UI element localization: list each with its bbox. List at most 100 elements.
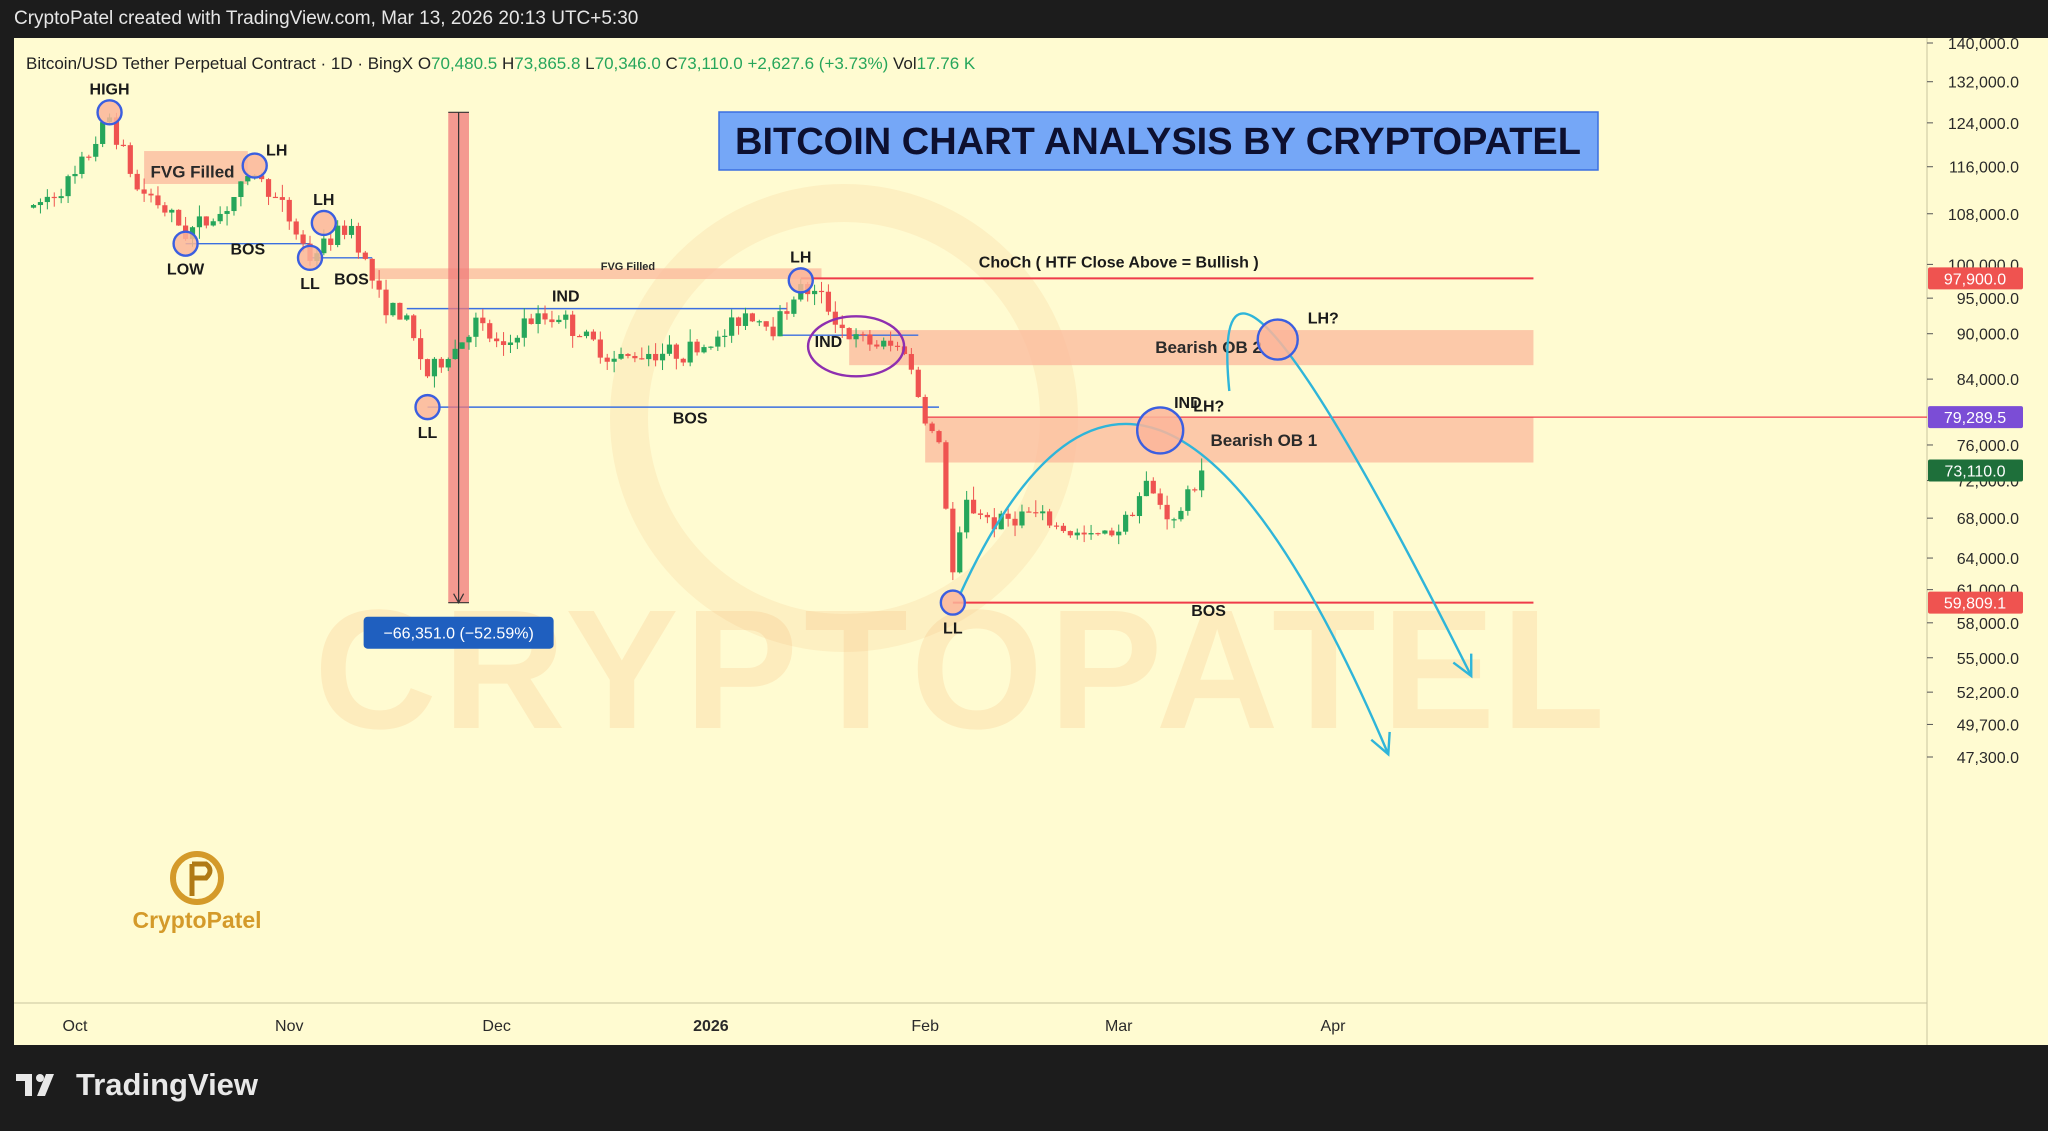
zones-layer: FVG Filled FVG Filled Bearish OB 2 Bearish … <box>144 151 1534 463</box>
candle-body <box>93 143 99 157</box>
level-lines-layer <box>185 242 1927 604</box>
y-tick-label-12: 68,000.0 <box>1957 511 2019 528</box>
candle-body <box>777 311 783 337</box>
candle-body <box>1060 525 1067 532</box>
candle-body <box>535 313 541 325</box>
marker-label-2: LH <box>266 143 287 160</box>
tradingview-logo[interactable]: TradingView <box>16 1067 258 1103</box>
logo-glyph <box>189 861 213 896</box>
candle-body <box>874 344 880 347</box>
candle-body <box>500 341 507 345</box>
chart-frame[interactable]: CRYPTOPATEL FVG Filled FVG Filled Bearish … <box>14 36 2048 1045</box>
chart-title: BITCOIN CHART ANALYSIS BY CRYPTOPATEL <box>735 121 1581 163</box>
y-tick-label-8: 90,000.0 <box>1957 327 2019 344</box>
candle-body <box>1047 511 1053 526</box>
y-tick-label-4: 116,000.0 <box>1949 160 2019 177</box>
measure-label-box <box>363 616 554 649</box>
candle-body <box>528 318 534 325</box>
candle-body <box>521 318 527 338</box>
candle-body <box>583 331 590 337</box>
candle-body <box>404 315 410 320</box>
text-annotation-8: BOS <box>1191 603 1226 620</box>
candle-body <box>376 280 382 290</box>
plot-background <box>14 38 1927 1045</box>
candle-body <box>328 238 334 246</box>
x-tick-label-1: Oct <box>63 1018 88 1035</box>
x-tick-label-4: 2026 <box>693 1018 729 1035</box>
candle-body <box>224 211 230 214</box>
candle-body <box>431 358 438 377</box>
candle-body <box>908 354 914 370</box>
candle-body <box>418 338 424 360</box>
marker-label-4: LOW <box>167 262 205 279</box>
candle-body <box>86 156 92 158</box>
price-tag-3 <box>1928 459 2023 482</box>
zone-2 <box>372 268 822 280</box>
candle-body <box>348 225 355 235</box>
title-box <box>718 111 1599 171</box>
measure-layer: −66,351.0 (−52.59%) <box>363 111 554 649</box>
candle-body <box>1123 514 1129 532</box>
candle-body <box>494 338 500 342</box>
zone-label-ob1: Bearish OB 1 <box>1210 431 1317 450</box>
legend-change: +2,627.6 (+3.73%) <box>747 54 893 73</box>
candle-body <box>701 347 707 353</box>
marker-label-1: HIGH <box>90 81 130 98</box>
legend-vol: 17.76 K <box>917 54 976 73</box>
marker-label-7: LH <box>790 249 811 266</box>
candle-body <box>659 353 666 361</box>
candle-body <box>203 216 209 226</box>
candle-body <box>811 290 818 295</box>
candle-body <box>715 336 721 347</box>
annotation-layer: HIGH LH LH LOW LL LL LH LL LH? LH? BOS BOS IND BOS IND… <box>90 81 1339 637</box>
candle-body <box>445 359 451 368</box>
zone-1 <box>144 151 248 184</box>
candle-body <box>708 346 714 348</box>
candle-body <box>950 508 956 573</box>
candle-body <box>1164 504 1170 520</box>
candle-body <box>169 209 175 213</box>
candle-body <box>860 334 866 336</box>
legend-high-label: H <box>502 54 514 73</box>
candle-body <box>1178 510 1184 520</box>
text-annotation-3: IND <box>552 289 580 306</box>
candle-body <box>155 195 161 206</box>
candle-body <box>383 289 389 316</box>
marker-high-1 <box>96 99 123 126</box>
candle-body <box>915 369 921 397</box>
candle-body <box>825 291 832 312</box>
candle-body <box>556 319 562 323</box>
candle-body <box>590 331 597 340</box>
projection-arrow-arc-to-ob1 <box>1370 731 1391 757</box>
candle-body <box>936 431 942 443</box>
candle-body <box>487 323 493 339</box>
zone-3 <box>849 330 1534 366</box>
candle-body <box>749 313 755 322</box>
projection-arrow-arc-to-ob2 <box>1452 653 1473 679</box>
marker-low-4 <box>172 230 199 257</box>
y-tick-label-9: 84,000.0 <box>1957 372 2019 389</box>
legend-layer: Bitcoin/USD Tether Perpetual Contract · … <box>26 54 976 73</box>
candle-body <box>1081 532 1087 535</box>
candle-body <box>238 181 244 198</box>
candle-body <box>1192 489 1198 491</box>
legend-low-label: L <box>585 54 594 73</box>
measure-arrow <box>453 593 465 604</box>
candle-body <box>411 315 417 339</box>
text-annotation-5: IND <box>815 334 843 351</box>
candle-body <box>1026 511 1032 513</box>
price-tag-4 <box>1928 591 2023 614</box>
candle-body <box>79 156 85 174</box>
y-tick-label-3: 124,000.0 <box>1948 116 2019 133</box>
legend-symbol: Bitcoin/USD Tether Perpetual Contract · … <box>26 54 418 73</box>
marker-label-10: LH? <box>1308 311 1339 328</box>
candle-body <box>818 290 825 293</box>
candle-body <box>1012 518 1018 526</box>
candle-body <box>141 189 147 194</box>
bottom-bar: TradingView <box>0 1045 2048 1131</box>
candle-body <box>597 339 603 358</box>
marker-lhq-10 <box>1256 318 1299 361</box>
price-tag-label-4: 59,809.1 <box>1944 596 2006 613</box>
tradingview-icon <box>16 1074 54 1096</box>
